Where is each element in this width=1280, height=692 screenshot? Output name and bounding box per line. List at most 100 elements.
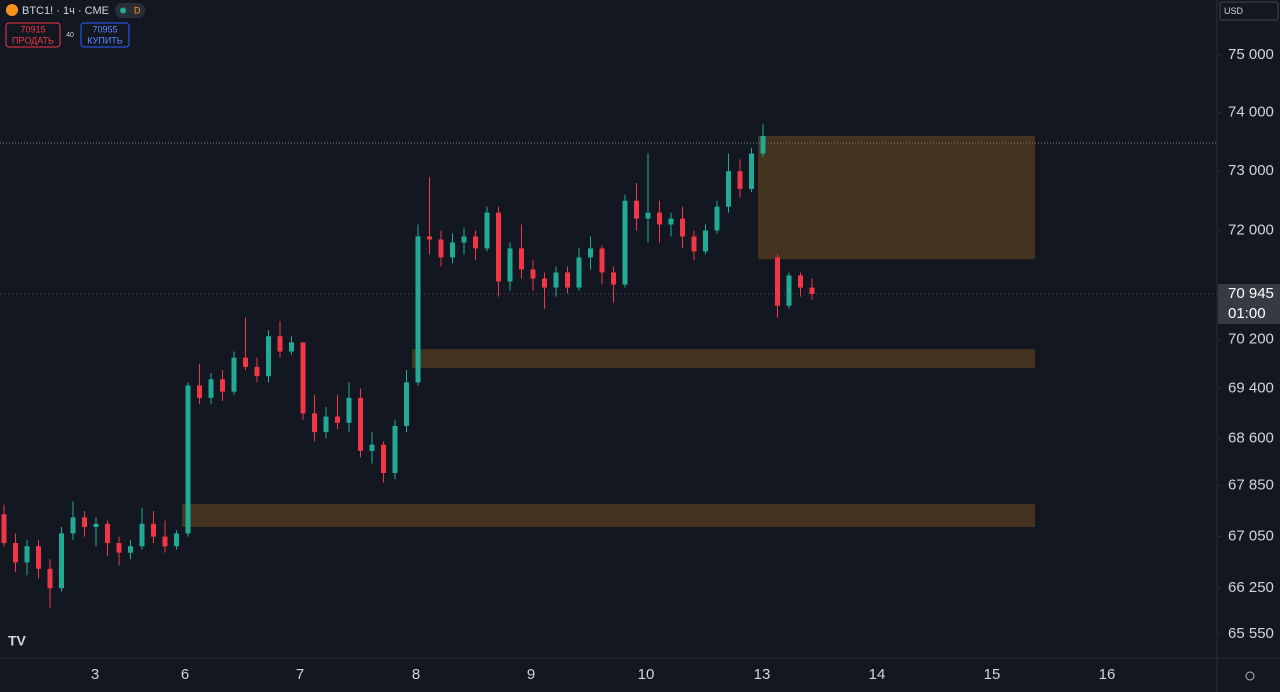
currency-select[interactable] — [1219, 1, 1279, 21]
candle-body — [611, 272, 616, 285]
y-tick-label: 70 200 — [1228, 330, 1274, 347]
settings-icon[interactable] — [1245, 671, 1255, 681]
x-tick-label: 8 — [412, 666, 420, 683]
candle-body — [208, 379, 214, 398]
status-dot — [120, 7, 126, 14]
x-tick-label: 9 — [527, 666, 535, 683]
candle-body — [714, 206, 720, 231]
price-tag — [1218, 283, 1280, 324]
candle-body — [369, 444, 375, 451]
currency: USD — [1224, 6, 1244, 16]
candle-body — [323, 416, 329, 433]
candle-body — [277, 336, 283, 352]
candle-body — [220, 379, 225, 392]
candle-body — [576, 257, 582, 288]
zone — [758, 135, 1035, 260]
candle-body — [530, 269, 536, 279]
candle-body — [105, 523, 110, 544]
sell-button[interactable] — [5, 22, 61, 48]
candle-body — [450, 242, 455, 258]
badge — [115, 3, 145, 18]
candle-body — [358, 397, 363, 451]
sell-price: 70915 — [20, 24, 45, 34]
candle-body — [496, 212, 501, 282]
y-tick-label: 67 050 — [1228, 528, 1274, 545]
x-tick-label: 6 — [181, 666, 189, 683]
candle-body — [703, 230, 708, 252]
candle-body — [47, 568, 53, 589]
candle-body — [553, 272, 559, 288]
x-tick-label: 15 — [984, 666, 1001, 683]
candle-body — [231, 357, 237, 392]
x-tick-label: 14 — [869, 666, 886, 683]
x-tick-label: 3 — [91, 666, 99, 683]
candle-body — [116, 543, 122, 553]
candle-body — [1, 514, 7, 544]
candle-body — [185, 385, 191, 534]
candle-body — [70, 517, 76, 534]
candle-body — [749, 153, 754, 189]
buy-price: 70955 — [92, 24, 117, 34]
candle-body — [93, 523, 99, 528]
candle-body — [726, 171, 731, 207]
candle-body — [622, 200, 628, 285]
candle-body — [473, 236, 478, 249]
candle-body — [381, 444, 386, 473]
candle-body — [266, 336, 271, 377]
candle-body — [300, 342, 306, 414]
candle-body — [392, 425, 398, 473]
candle-body — [427, 236, 432, 240]
candle-body — [289, 342, 294, 352]
candle-body — [507, 248, 513, 282]
y-tick-label: 65 550 — [1228, 625, 1274, 642]
candle-body — [775, 257, 780, 306]
candle-body — [809, 287, 815, 294]
sell-label: ПРОДАТЬ — [12, 35, 54, 45]
candle-body — [786, 275, 792, 306]
candle-body — [588, 248, 593, 258]
candle-body — [691, 236, 697, 252]
y-tick-label: 67 850 — [1228, 477, 1274, 494]
y-tick-label: 69 400 — [1228, 380, 1274, 397]
candle-body — [519, 248, 524, 270]
candle-body — [128, 546, 133, 553]
logo: TV — [8, 633, 27, 649]
symbol: BTC1! · 1ч · CME — [22, 5, 109, 17]
y-tick-label: 68 600 — [1228, 429, 1274, 446]
candle-body — [657, 212, 662, 225]
candle-body — [335, 416, 340, 423]
buy-button[interactable] — [80, 22, 130, 48]
y-tick-label: 74 000 — [1228, 104, 1274, 121]
coin-icon — [6, 4, 18, 16]
candle-body — [760, 135, 766, 154]
y-tick-label: 73 000 — [1228, 162, 1274, 179]
candle-body — [139, 523, 145, 547]
candle-body — [565, 272, 570, 288]
candle-body — [438, 239, 444, 258]
last-price: 70 945 — [1228, 285, 1274, 302]
y-tick-label: 72 000 — [1228, 221, 1274, 238]
y-tick-label: 66 250 — [1228, 579, 1274, 596]
candle-body — [599, 248, 605, 273]
badge-text: D — [134, 5, 141, 15]
candle-body — [151, 523, 156, 537]
countdown: 01:00 — [1228, 305, 1266, 322]
candle-body — [13, 543, 18, 563]
candle-body — [484, 212, 490, 249]
candle-body — [415, 236, 421, 383]
candle-body — [36, 546, 41, 569]
zone — [182, 504, 1035, 528]
candle-body — [634, 200, 639, 219]
candle-body — [82, 517, 87, 528]
zone — [412, 349, 1035, 369]
candle-body — [680, 218, 685, 237]
candle-body — [24, 546, 30, 563]
y-tick-label: 75 000 — [1228, 46, 1274, 63]
candle-body — [346, 397, 352, 423]
candle-body — [798, 275, 803, 288]
candle-body — [461, 236, 467, 243]
candle-body — [737, 171, 743, 189]
spread: 40 — [66, 32, 74, 39]
